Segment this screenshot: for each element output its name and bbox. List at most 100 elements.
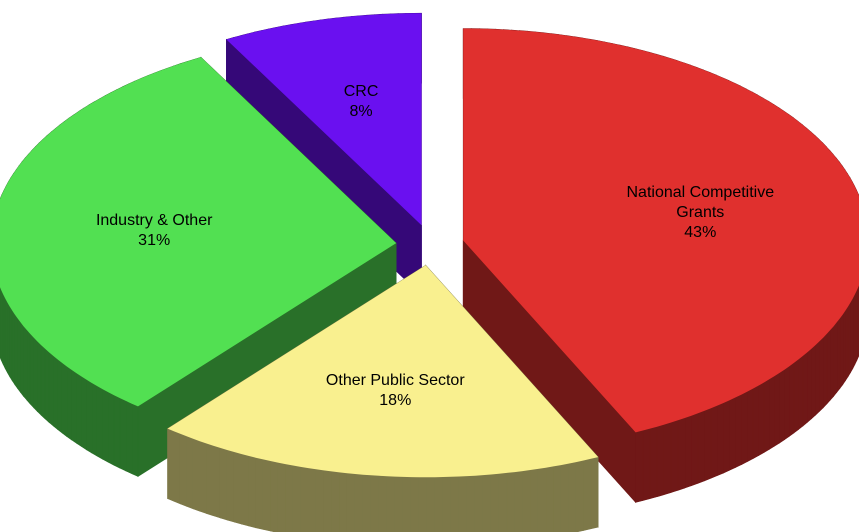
slice-side	[323, 470, 332, 532]
slice-side	[798, 355, 804, 430]
slice-side	[656, 424, 665, 498]
slice-side	[71, 369, 77, 444]
slice-side	[173, 430, 181, 505]
slice-side	[362, 474, 372, 532]
slice-side	[346, 472, 356, 532]
slice-side	[29, 333, 34, 409]
slice-side	[677, 417, 686, 491]
slice-side	[490, 473, 500, 532]
slice-side	[339, 472, 348, 532]
slice-side	[635, 430, 644, 503]
slice-side	[590, 456, 599, 530]
slice-side	[213, 445, 221, 519]
slice-side	[474, 474, 484, 532]
slice-side	[833, 321, 838, 398]
slice-side	[300, 466, 309, 532]
slice-side	[830, 325, 834, 401]
slice-side	[285, 463, 294, 532]
slice-side	[179, 433, 187, 507]
slice-side	[684, 415, 692, 489]
slice-side	[370, 474, 380, 532]
slice-side	[113, 394, 121, 469]
slice-side	[506, 471, 515, 532]
slice-side	[747, 388, 754, 463]
slice-side	[735, 394, 742, 468]
category-label: National Competitive Grants	[626, 183, 775, 221]
slice-side	[255, 457, 264, 530]
slice-side	[466, 475, 476, 532]
slice-side	[4, 298, 8, 373]
slice-side	[663, 422, 672, 496]
slice-side	[729, 396, 736, 471]
slice-side	[7, 301, 10, 378]
slice-side	[779, 369, 785, 444]
slice-side	[537, 467, 547, 532]
slice-side	[44, 348, 50, 424]
slice-side	[402, 476, 412, 532]
slice-side	[845, 305, 849, 382]
slice	[167, 264, 599, 532]
slice-side	[458, 475, 468, 532]
slice	[462, 28, 859, 504]
value-label: 31%	[138, 232, 171, 250]
slice-side	[192, 438, 201, 512]
slice-side	[717, 402, 724, 477]
slice-side	[442, 476, 452, 532]
slice-side	[199, 440, 207, 514]
slice-side	[410, 476, 420, 532]
slice-side	[852, 294, 856, 369]
slice-side	[545, 466, 554, 532]
slice-side	[53, 355, 58, 431]
data-label: Other Public Sector 18%	[285, 371, 505, 411]
slice-side	[37, 340, 42, 416]
slice-side	[108, 391, 115, 466]
slice-side	[823, 333, 828, 409]
slice-side	[774, 372, 780, 447]
slice-side	[758, 381, 765, 457]
slice-side	[76, 372, 82, 448]
slice-side	[807, 347, 812, 423]
slice-side	[482, 474, 492, 532]
slice-side	[11, 309, 15, 386]
slice-side	[23, 325, 28, 401]
slice-side	[206, 443, 214, 517]
slice-side	[418, 476, 428, 532]
category-label: Other Public Sector	[325, 372, 465, 390]
slice-side	[691, 412, 699, 487]
slice-side	[14, 313, 18, 390]
slice-side	[811, 344, 816, 420]
slice-side	[575, 460, 584, 532]
slice-side	[125, 400, 133, 475]
slice-side	[315, 468, 324, 532]
slice-side	[434, 476, 444, 532]
slice-side	[277, 462, 286, 532]
slice-side	[498, 472, 508, 532]
slice-side	[9, 305, 13, 382]
slice-side	[583, 458, 592, 531]
slice-side	[836, 317, 841, 394]
slice-side	[741, 391, 748, 466]
slice	[226, 13, 422, 226]
data-label: Industry & Other 31%	[44, 211, 264, 251]
slice-side	[649, 426, 658, 499]
slice-side	[793, 358, 799, 434]
slice-side	[847, 301, 851, 378]
slice-side	[102, 388, 109, 463]
slice-side	[91, 382, 98, 457]
slice-side	[386, 475, 396, 532]
slice-side	[270, 460, 279, 532]
slice-side	[697, 410, 705, 484]
slice-side	[769, 375, 775, 450]
category-label: Industry & Other	[95, 212, 213, 230]
slice-side	[560, 463, 569, 532]
slice-side	[642, 428, 651, 501]
slice-side	[568, 461, 577, 532]
slice-side	[241, 453, 249, 527]
slice-side	[710, 405, 718, 479]
slice-side	[826, 329, 831, 405]
category-label: CRC	[343, 83, 379, 100]
slice-side	[815, 340, 820, 416]
slice-side	[48, 351, 54, 427]
slice-side	[514, 470, 523, 532]
slice-side	[331, 471, 340, 532]
